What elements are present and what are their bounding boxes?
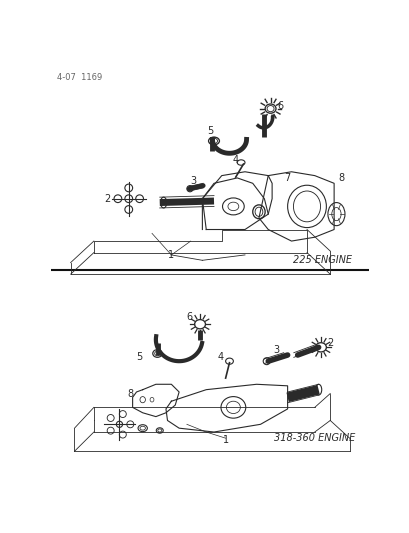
Ellipse shape [315,384,321,395]
Text: 225 ENGINE: 225 ENGINE [292,255,351,265]
Text: 8: 8 [338,173,344,183]
Text: 3: 3 [272,345,279,354]
Text: 6: 6 [186,311,192,321]
Text: 4-07  1169: 4-07 1169 [57,73,102,82]
Text: 5: 5 [207,126,213,136]
Text: 3: 3 [189,176,196,186]
Text: 318-360 ENGINE: 318-360 ENGINE [274,433,355,443]
Text: 6: 6 [277,101,283,111]
Text: 8: 8 [127,389,133,399]
Text: 2: 2 [326,338,333,349]
Text: 7: 7 [284,173,290,183]
Text: 4: 4 [217,352,223,362]
Text: 4: 4 [232,155,238,165]
Ellipse shape [160,197,166,208]
Text: 1: 1 [168,250,174,260]
Text: 5: 5 [135,352,142,362]
Text: 1: 1 [222,435,228,445]
Text: 2: 2 [104,193,111,204]
